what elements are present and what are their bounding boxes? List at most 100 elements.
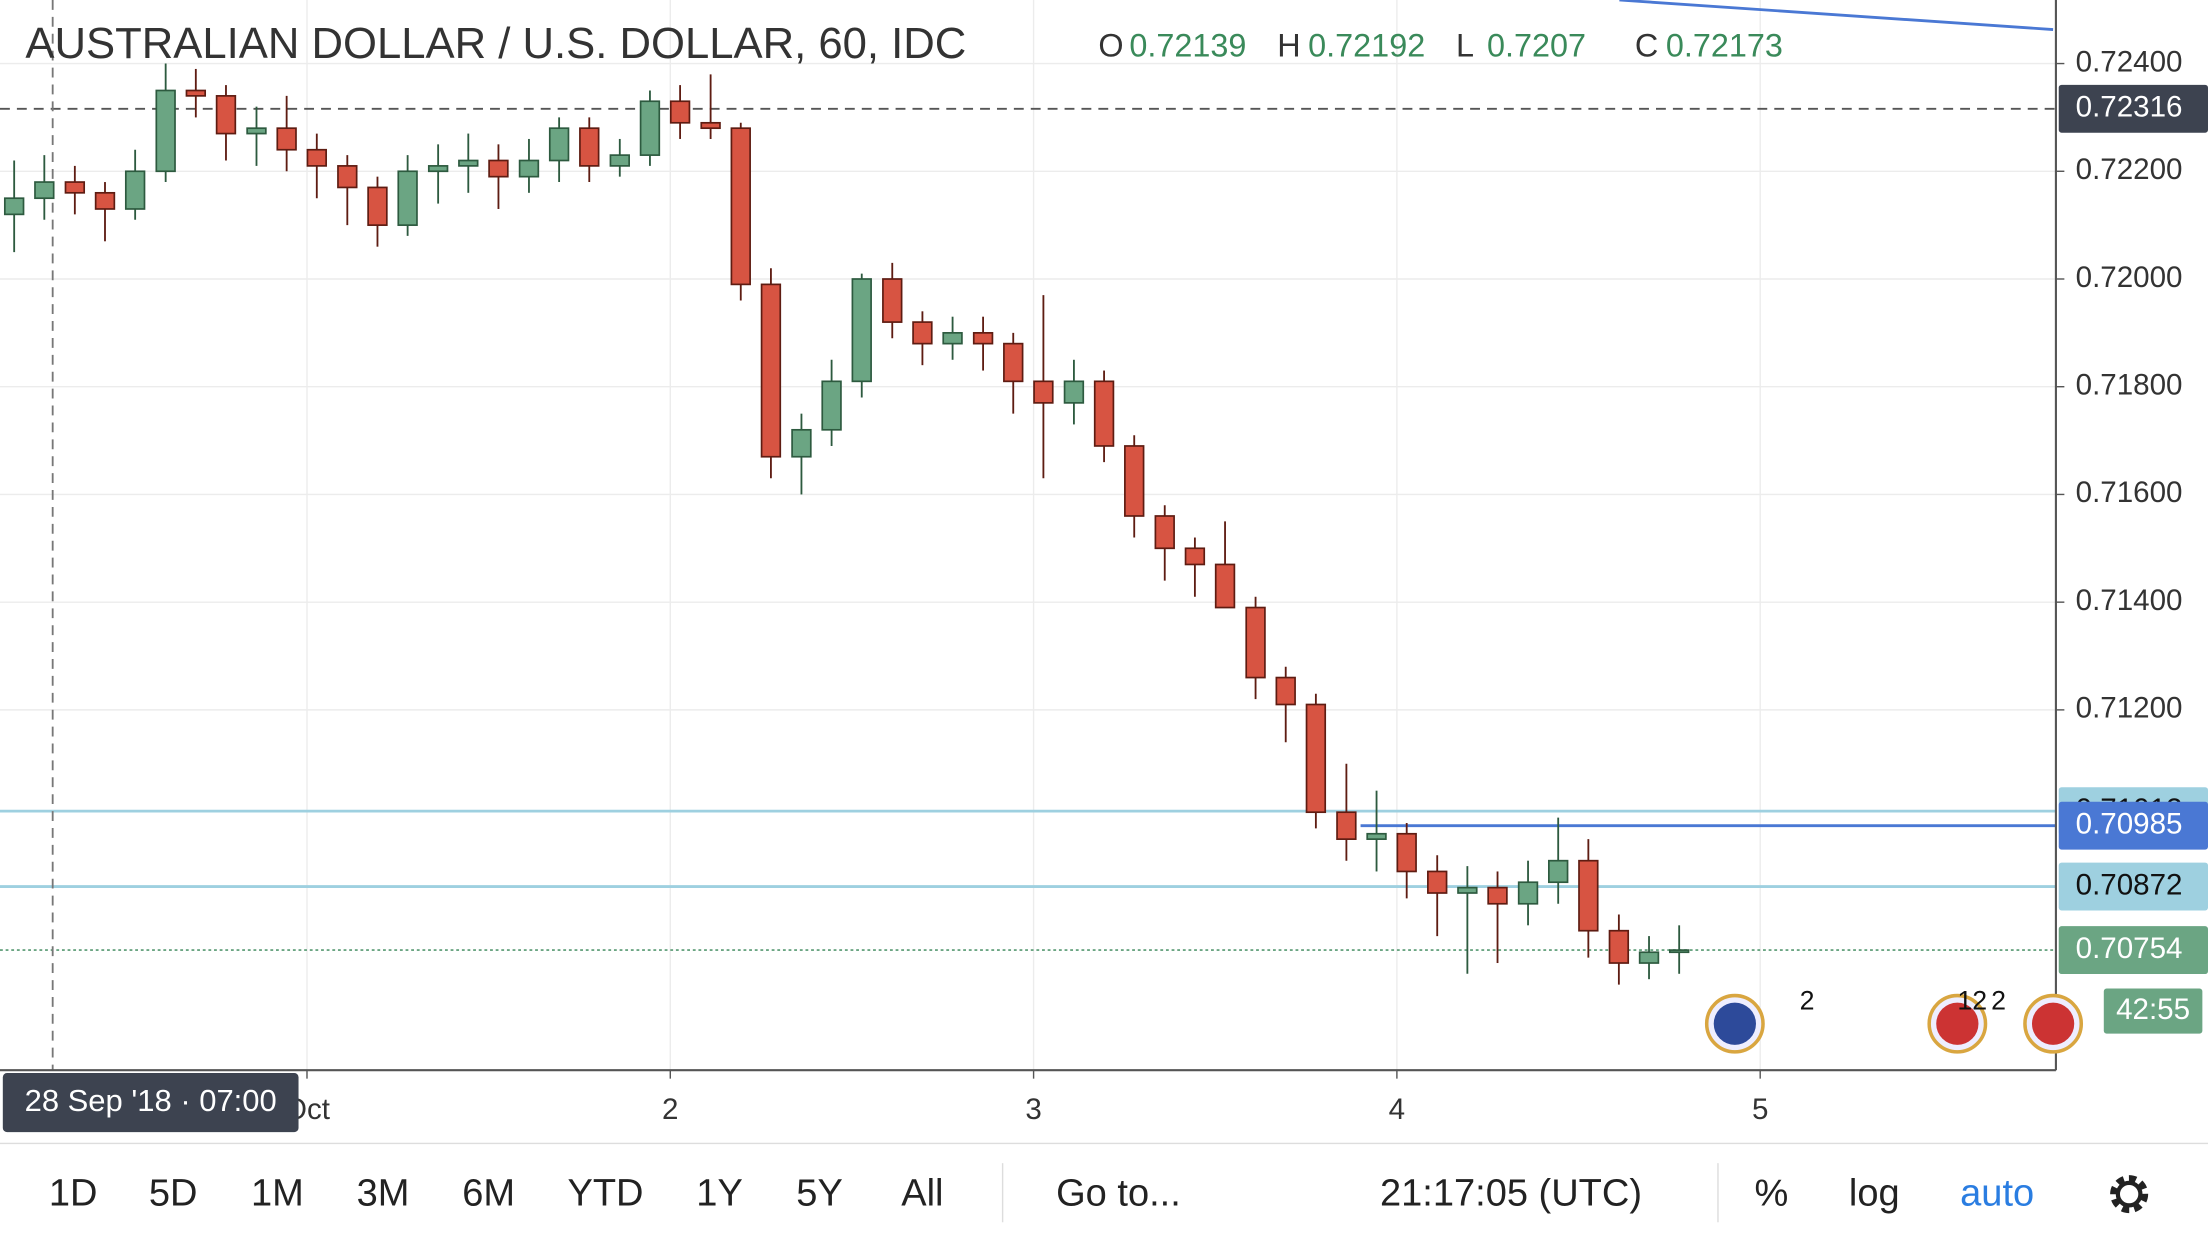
price-label-bg — [2058, 84, 2208, 133]
auto-toggle[interactable]: auto — [1960, 1173, 2034, 1215]
candle-body — [1063, 380, 1085, 404]
gear — [2110, 1175, 2149, 1214]
legend-value: 0.72139 — [1129, 27, 1246, 63]
candle-body — [609, 154, 630, 167]
candle-body — [730, 127, 751, 286]
candle-body — [1184, 547, 1206, 566]
candle-body — [1003, 342, 1024, 383]
candle-body — [34, 181, 55, 200]
candle-body — [821, 380, 842, 431]
y-tick-label: 0.72400 — [2076, 45, 2183, 78]
candle-body — [669, 100, 691, 124]
candle-body — [1517, 881, 1539, 905]
settings-button[interactable] — [2110, 1175, 2149, 1214]
legend-value: 0.7207 — [1487, 27, 1586, 63]
candle-body — [94, 191, 116, 210]
candle-body — [1548, 859, 1569, 884]
candle-body — [1427, 870, 1448, 894]
crosshair-label: 28 Sep '18 · 07:00 — [25, 1083, 277, 1118]
event-flag — [2031, 1002, 2075, 1045]
range-button[interactable]: 1M — [251, 1173, 304, 1215]
range-button[interactable]: 3M — [357, 1173, 410, 1215]
y-tick-label: 0.71600 — [2076, 476, 2183, 509]
candle-body — [1396, 832, 1417, 873]
candle-body — [3, 197, 25, 216]
candle-body — [1033, 380, 1054, 404]
y-tick-label: 0.72200 — [2076, 153, 2183, 186]
event-flag — [1713, 1002, 1756, 1045]
gear — [2115, 1180, 2143, 1208]
log-toggle[interactable]: log — [1849, 1173, 1900, 1215]
legend-key: L — [1456, 27, 1474, 63]
candle-body — [1578, 859, 1599, 932]
event-count: 2 — [1991, 986, 2006, 1016]
candle-body — [579, 127, 600, 167]
plot-area — [0, 0, 2056, 1071]
y-tick-label: 0.71400 — [2076, 584, 2183, 617]
candle-body — [760, 283, 782, 458]
chart-title: AUSTRALIAN DOLLAR / U.S. DOLLAR, 60, IDC — [25, 19, 966, 68]
price-label: 0.70872 — [2076, 868, 2183, 901]
legend-value: 0.72192 — [1308, 27, 1425, 63]
candle-body — [1457, 886, 1478, 894]
trend-line — [1619, 0, 2054, 31]
candle-body — [1245, 606, 1266, 679]
candle-body — [1366, 832, 1387, 840]
event-flag — [1936, 1002, 1979, 1045]
legend-key: O — [1098, 27, 1123, 63]
x-tick-label: 3 — [1025, 1093, 1041, 1126]
price-label: 0.72316 — [2076, 91, 2183, 124]
candle-body — [942, 332, 963, 345]
candle-body — [700, 121, 721, 130]
countdown-bg — [2103, 988, 2203, 1034]
candle-body — [124, 170, 146, 210]
candle-body — [367, 186, 388, 226]
range-button[interactable]: 6M — [462, 1173, 515, 1215]
candle-body — [912, 321, 933, 345]
candle-body — [1093, 380, 1115, 447]
range-button[interactable]: 5Y — [796, 1173, 842, 1215]
candle-body — [1214, 563, 1236, 609]
event-count: 2 — [1800, 986, 1815, 1016]
candle-body — [1336, 811, 1357, 840]
candle-body — [851, 278, 872, 383]
x-tick-label: 5 — [1752, 1093, 1768, 1126]
candle-body — [488, 159, 509, 178]
candle-body — [427, 165, 449, 173]
goto-button[interactable]: Go to... — [1056, 1173, 1181, 1215]
x-tick-label: 4 — [1389, 1093, 1405, 1126]
range-button[interactable]: YTD — [567, 1173, 643, 1215]
event-count: 12 — [1957, 986, 1987, 1016]
candle-body — [548, 127, 570, 162]
y-tick-label: 0.71800 — [2076, 369, 2183, 402]
candle-body — [1487, 886, 1508, 905]
ohlc-legend: O 0.72139 H 0.72192 L 0.7207 C 0.72173 — [1098, 27, 1783, 63]
y-tick-label: 0.72000 — [2076, 261, 2183, 294]
candle-body — [64, 181, 86, 194]
candle-body — [882, 278, 903, 323]
price-label-bg — [2058, 801, 2208, 850]
candle-body — [1305, 703, 1327, 814]
candle-body — [1154, 515, 1175, 550]
candle-body — [337, 165, 358, 189]
candle-body — [185, 89, 207, 97]
y-tick-label: 0.71200 — [2076, 692, 2183, 725]
x-tick-label: 2 — [662, 1093, 678, 1126]
candle-body — [1668, 949, 1690, 954]
percent-toggle[interactable]: % — [1755, 1173, 1789, 1215]
range-button[interactable]: 5D — [149, 1173, 198, 1215]
candle-body — [215, 95, 237, 135]
candle-body — [1638, 951, 1660, 964]
candle-body — [518, 159, 540, 178]
candle-body — [155, 89, 176, 173]
candle-body — [791, 428, 812, 458]
range-button[interactable]: All — [901, 1173, 943, 1215]
range-button[interactable]: 1D — [49, 1173, 98, 1215]
candle-body — [276, 127, 297, 151]
clock: 21:17:05 (UTC) — [1380, 1173, 1642, 1215]
range-button[interactable]: 1Y — [696, 1173, 743, 1215]
candle-body — [458, 159, 479, 167]
candle-body — [246, 127, 267, 135]
candle-body — [306, 148, 327, 167]
